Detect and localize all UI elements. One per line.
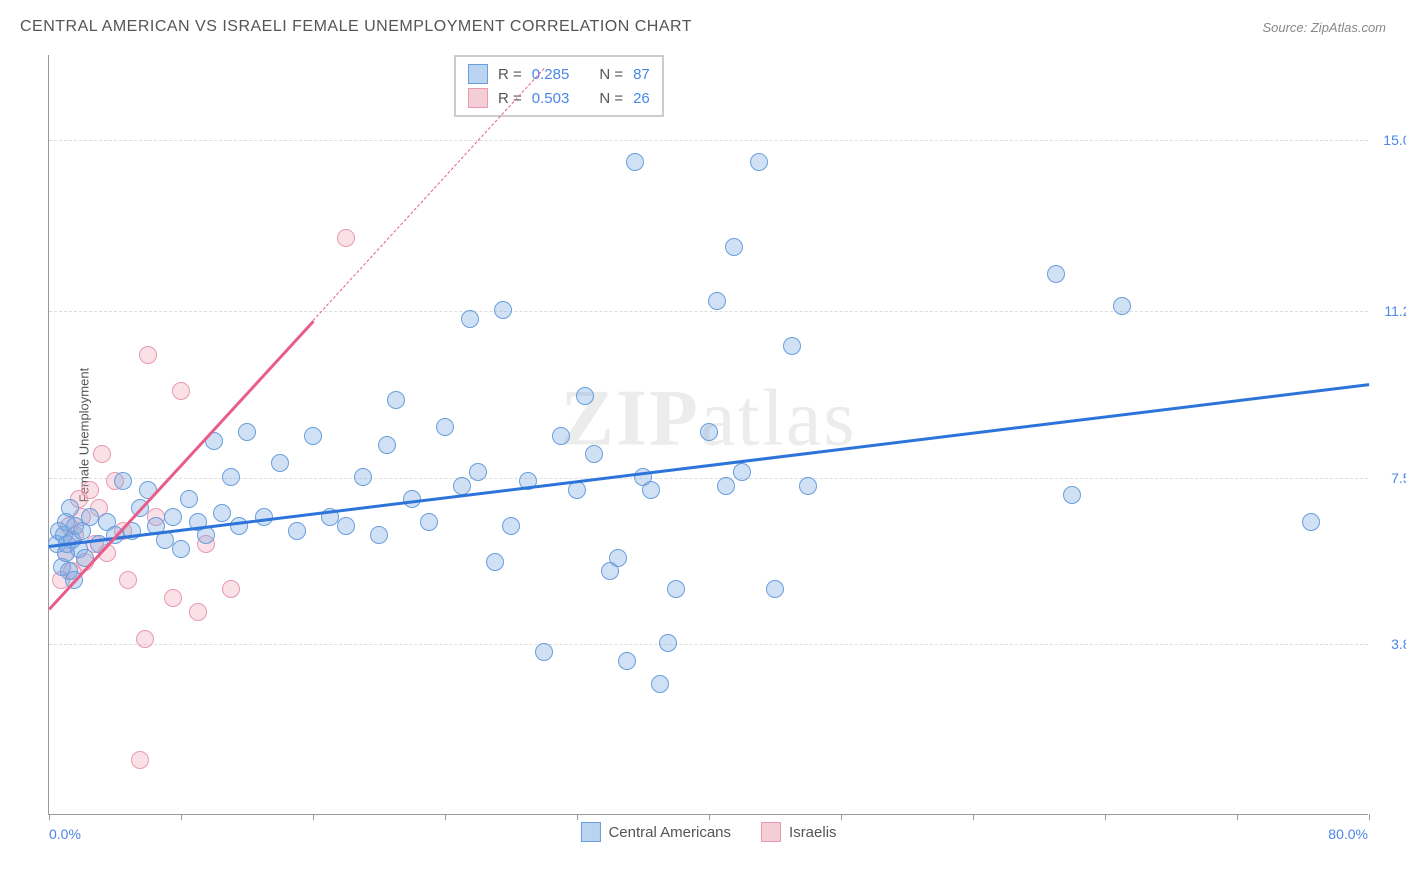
x-axis-labels: 0.0% 80.0%: [49, 826, 1368, 842]
n-value-israeli: 26: [633, 90, 650, 107]
data-point: [494, 301, 512, 319]
data-point: [81, 481, 99, 499]
trendline: [313, 69, 545, 321]
data-point: [469, 463, 487, 481]
series-swatch-central: [468, 64, 488, 84]
data-point: [119, 571, 137, 589]
data-point: [164, 508, 182, 526]
data-point: [585, 445, 603, 463]
data-point: [783, 337, 801, 355]
data-point: [93, 445, 111, 463]
data-point: [700, 423, 718, 441]
data-point: [271, 454, 289, 472]
data-point: [378, 436, 396, 454]
data-point: [535, 643, 553, 661]
x-tick: [313, 814, 314, 820]
x-tick: [49, 814, 50, 820]
data-point: [486, 553, 504, 571]
trendline: [49, 383, 1369, 548]
data-point: [304, 427, 322, 445]
data-point: [139, 481, 157, 499]
data-point: [659, 634, 677, 652]
data-point: [552, 427, 570, 445]
data-point: [436, 418, 454, 436]
chart-title: CENTRAL AMERICAN VS ISRAELI FEMALE UNEMP…: [20, 18, 692, 36]
data-point: [139, 346, 157, 364]
n-value-central: 87: [633, 66, 650, 83]
data-point: [1113, 297, 1131, 315]
data-point: [164, 589, 182, 607]
data-point: [1063, 486, 1081, 504]
data-point: [370, 526, 388, 544]
data-point: [626, 153, 644, 171]
x-tick: [181, 814, 182, 820]
data-point: [213, 504, 231, 522]
data-point: [502, 517, 520, 535]
data-point: [136, 630, 154, 648]
data-point: [337, 229, 355, 247]
data-point: [131, 751, 149, 769]
data-point: [387, 391, 405, 409]
data-point: [189, 603, 207, 621]
gridline: [49, 644, 1368, 645]
data-point: [1047, 265, 1065, 283]
data-point: [81, 508, 99, 526]
x-tick: [445, 814, 446, 820]
data-point: [238, 423, 256, 441]
data-point: [61, 499, 79, 517]
y-tick-label: 15.0%: [1383, 132, 1406, 148]
x-tick: [841, 814, 842, 820]
n-label: N =: [599, 66, 623, 83]
gridline: [49, 140, 1368, 141]
gridline: [49, 478, 1368, 479]
data-point: [609, 549, 627, 567]
data-point: [642, 481, 660, 499]
source-attribution: Source: ZipAtlas.com: [1262, 20, 1386, 35]
y-tick-label: 11.2%: [1384, 303, 1406, 319]
data-point: [717, 477, 735, 495]
data-point: [766, 580, 784, 598]
data-point: [222, 580, 240, 598]
data-point: [667, 580, 685, 598]
correlation-legend: R = 0.285 N = 87 R = 0.503 N = 26: [454, 55, 664, 117]
data-point: [799, 477, 817, 495]
data-point: [461, 310, 479, 328]
scatter-chart: Female Unemployment ZIPatlas R = 0.285 N…: [48, 55, 1368, 815]
data-point: [725, 238, 743, 256]
gridline: [49, 311, 1368, 312]
data-point: [708, 292, 726, 310]
data-point: [576, 387, 594, 405]
x-tick: [1105, 814, 1106, 820]
data-point: [172, 540, 190, 558]
x-tick: [1237, 814, 1238, 820]
data-point: [651, 675, 669, 693]
x-tick: [973, 814, 974, 820]
data-point: [337, 517, 355, 535]
x-min-label: 0.0%: [49, 826, 81, 842]
n-label: N =: [599, 90, 623, 107]
r-label: R =: [498, 66, 522, 83]
data-point: [172, 382, 190, 400]
x-max-label: 80.0%: [1328, 826, 1368, 842]
data-point: [453, 477, 471, 495]
data-point: [354, 468, 372, 486]
data-point: [733, 463, 751, 481]
x-tick: [1369, 814, 1370, 820]
x-tick: [577, 814, 578, 820]
data-point: [1302, 513, 1320, 531]
x-tick: [709, 814, 710, 820]
data-point: [180, 490, 198, 508]
y-tick-label: 3.8%: [1391, 636, 1406, 652]
data-point: [222, 468, 240, 486]
data-point: [114, 472, 132, 490]
y-tick-label: 7.5%: [1391, 470, 1406, 486]
data-point: [288, 522, 306, 540]
data-point: [618, 652, 636, 670]
data-point: [420, 513, 438, 531]
r-value-israeli: 0.503: [532, 90, 570, 107]
data-point: [750, 153, 768, 171]
series-swatch-israeli: [468, 88, 488, 108]
